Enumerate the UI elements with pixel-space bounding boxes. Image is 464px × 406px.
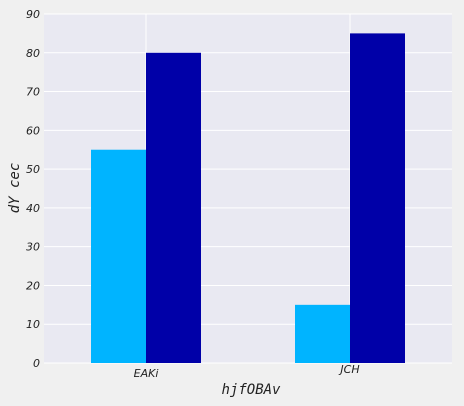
y-tick-label: 80 — [26, 47, 40, 60]
y-tick-label: 10 — [26, 318, 40, 331]
y-tick-labels: 0 10 20 30 40 50 60 70 80 90 — [26, 8, 40, 370]
bar-eaki-series-2 — [146, 52, 201, 364]
x-axis-title: hjfOBAv — [221, 382, 281, 398]
x-tick-label: JCH — [338, 363, 359, 376]
y-tick-label: 50 — [26, 163, 40, 176]
bar-eaki-series-1 — [91, 149, 146, 363]
y-tick-label: 20 — [26, 279, 40, 292]
bar-jch-series-1 — [295, 304, 350, 363]
x-tick-label: EAKi — [134, 367, 159, 380]
y-tick-label: 0 — [33, 357, 40, 370]
y-tick-label: 70 — [26, 86, 40, 99]
bars — [91, 33, 405, 364]
bar-jch-series-2 — [350, 33, 405, 364]
y-tick-label: 90 — [26, 8, 40, 21]
y-tick-label: 40 — [26, 202, 40, 215]
y-axis-title: dY cec — [7, 163, 23, 214]
y-tick-label: 60 — [26, 124, 40, 137]
y-tick-label: 30 — [26, 241, 40, 254]
x-tick-labels: EAKi JCH — [134, 363, 360, 380]
